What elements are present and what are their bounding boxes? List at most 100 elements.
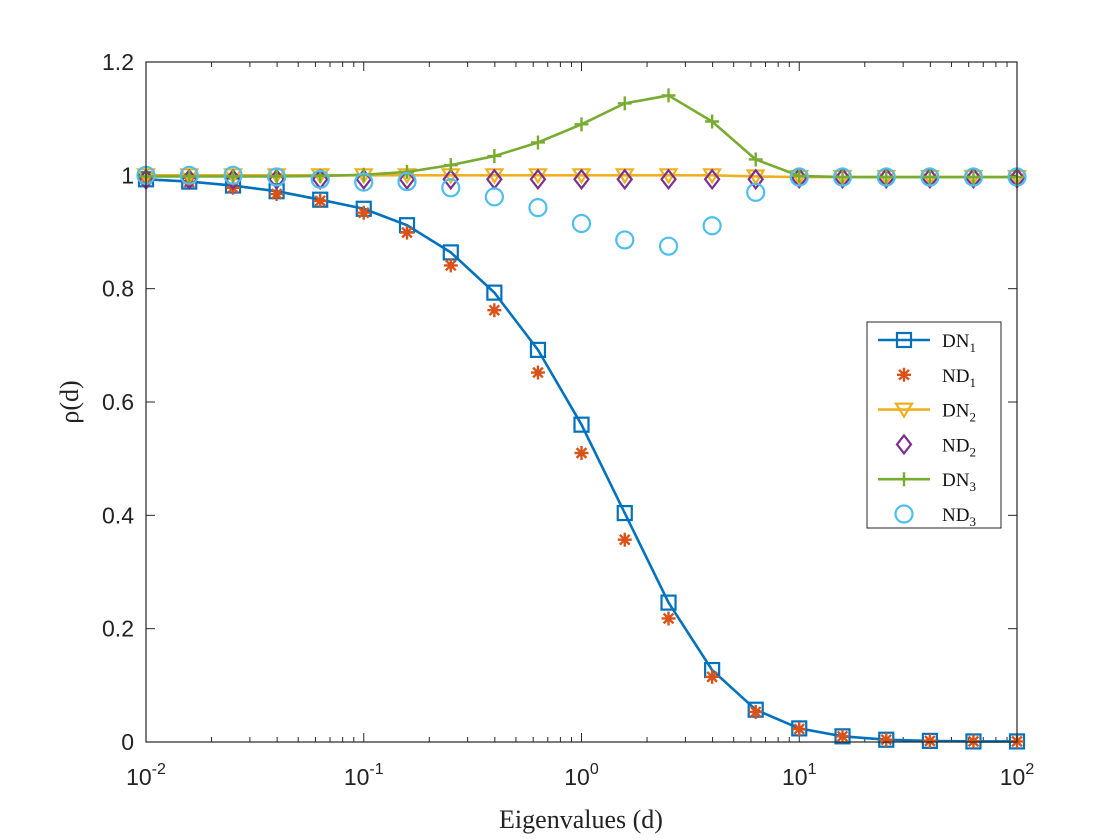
x-tick-exponent: 1 — [808, 761, 817, 778]
data-point — [528, 198, 548, 218]
x-axis-title: Eigenvalues (d) — [499, 805, 663, 834]
data-point — [835, 729, 850, 744]
data-point — [269, 169, 284, 184]
data-point — [269, 187, 284, 202]
legend-label-name: DN — [942, 470, 970, 491]
x-tick-base: 10 — [1000, 764, 1026, 790]
x-tick-exponent: -1 — [369, 761, 383, 778]
x-tick-label: 102 — [1000, 761, 1035, 790]
data-point — [617, 96, 632, 111]
data-point — [223, 165, 243, 185]
data-point — [530, 365, 545, 380]
legend-label: DN1 — [942, 331, 976, 355]
data-point — [182, 169, 197, 184]
data-point — [310, 169, 330, 189]
data-point — [616, 504, 633, 522]
x-tick-exponent: -2 — [152, 761, 166, 778]
data-point — [877, 167, 895, 189]
data-point — [792, 168, 807, 183]
legend-label: DN3 — [942, 470, 976, 494]
data-point — [835, 170, 850, 185]
x-tick-base: 10 — [344, 764, 370, 790]
data-point — [746, 182, 766, 202]
data-point — [966, 170, 981, 185]
data-point — [574, 117, 589, 132]
legend-marker — [894, 402, 914, 419]
legend-label-subscript: 2 — [969, 410, 976, 425]
legend-label-name: DN — [942, 331, 970, 352]
legend-label: ND1 — [942, 366, 976, 390]
data-point — [748, 152, 763, 167]
legend-entry-dn3: DN3 — [878, 470, 976, 494]
data-point — [484, 187, 504, 207]
legend-label-subscript: 1 — [969, 375, 976, 390]
data-point — [703, 168, 721, 191]
data-point — [702, 216, 722, 236]
y-tick-labels: 0 0.2 0.4 0.6 0.8 1 1.2 — [102, 49, 134, 755]
data-point — [398, 168, 416, 191]
data-point — [267, 167, 287, 187]
data-point — [441, 178, 461, 198]
data-point — [487, 149, 502, 164]
y-tick-label: 1 — [121, 162, 134, 188]
y-tick-label: 1.2 — [102, 49, 134, 75]
data-point — [747, 168, 765, 191]
series-dn3 — [139, 88, 1024, 185]
series-nd3 — [136, 165, 1027, 256]
legend-entry-nd2: ND2 — [895, 433, 976, 459]
legend-marker — [895, 433, 913, 456]
legend-label-subscript: 1 — [969, 340, 976, 355]
y-tick-label: 0.2 — [102, 616, 134, 642]
data-point — [573, 416, 590, 433]
data-point — [400, 164, 415, 179]
data-point — [658, 236, 679, 256]
x-tick-base: 10 — [564, 764, 590, 790]
legend-entry-nd1: ND1 — [897, 366, 976, 390]
data-point — [179, 165, 199, 185]
data-point — [965, 167, 982, 189]
x-tick-labels: 10-2 10-1 100 101 102 — [126, 761, 1034, 790]
y-tick-label: 0 — [121, 729, 134, 755]
data-point — [792, 721, 807, 736]
data-point — [529, 168, 547, 191]
data-point — [486, 284, 503, 301]
data-point — [705, 114, 720, 129]
legend-label-subscript: 2 — [969, 444, 976, 459]
x-tick-label: 10-1 — [344, 761, 384, 790]
legend-label-name: DN — [942, 401, 970, 422]
data-point — [443, 158, 458, 173]
data-point — [571, 213, 592, 234]
data-point — [789, 167, 809, 187]
legend-label: ND2 — [942, 435, 976, 459]
data-point — [616, 168, 634, 191]
x-tick-label: 100 — [564, 761, 599, 790]
legend-label: DN2 — [942, 401, 976, 425]
y-tick-label: 0.4 — [102, 502, 134, 528]
data-point — [400, 225, 415, 240]
data-point — [661, 611, 676, 626]
data-point — [922, 733, 937, 748]
data-point — [660, 168, 677, 191]
data-point — [354, 172, 374, 192]
data-point — [705, 669, 720, 684]
legend-entry-dn1: DN1 — [878, 331, 976, 355]
data-point — [442, 168, 460, 191]
data-point — [832, 167, 853, 187]
data-point — [876, 167, 896, 187]
plot-frame — [145, 61, 1018, 743]
data-point — [487, 303, 502, 318]
legend-marker — [895, 331, 913, 349]
x-tick-label: 101 — [782, 761, 817, 790]
legend-marker — [897, 472, 911, 487]
data-point — [356, 205, 371, 220]
legend-label: ND3 — [942, 505, 976, 529]
data-point — [397, 171, 417, 192]
data-point — [920, 167, 940, 187]
data-point — [922, 170, 937, 185]
x-tick-exponent: 2 — [1025, 761, 1034, 778]
legend-label-name: ND — [942, 505, 969, 526]
legend-label-subscript: 3 — [969, 479, 976, 494]
data-point — [660, 594, 677, 611]
